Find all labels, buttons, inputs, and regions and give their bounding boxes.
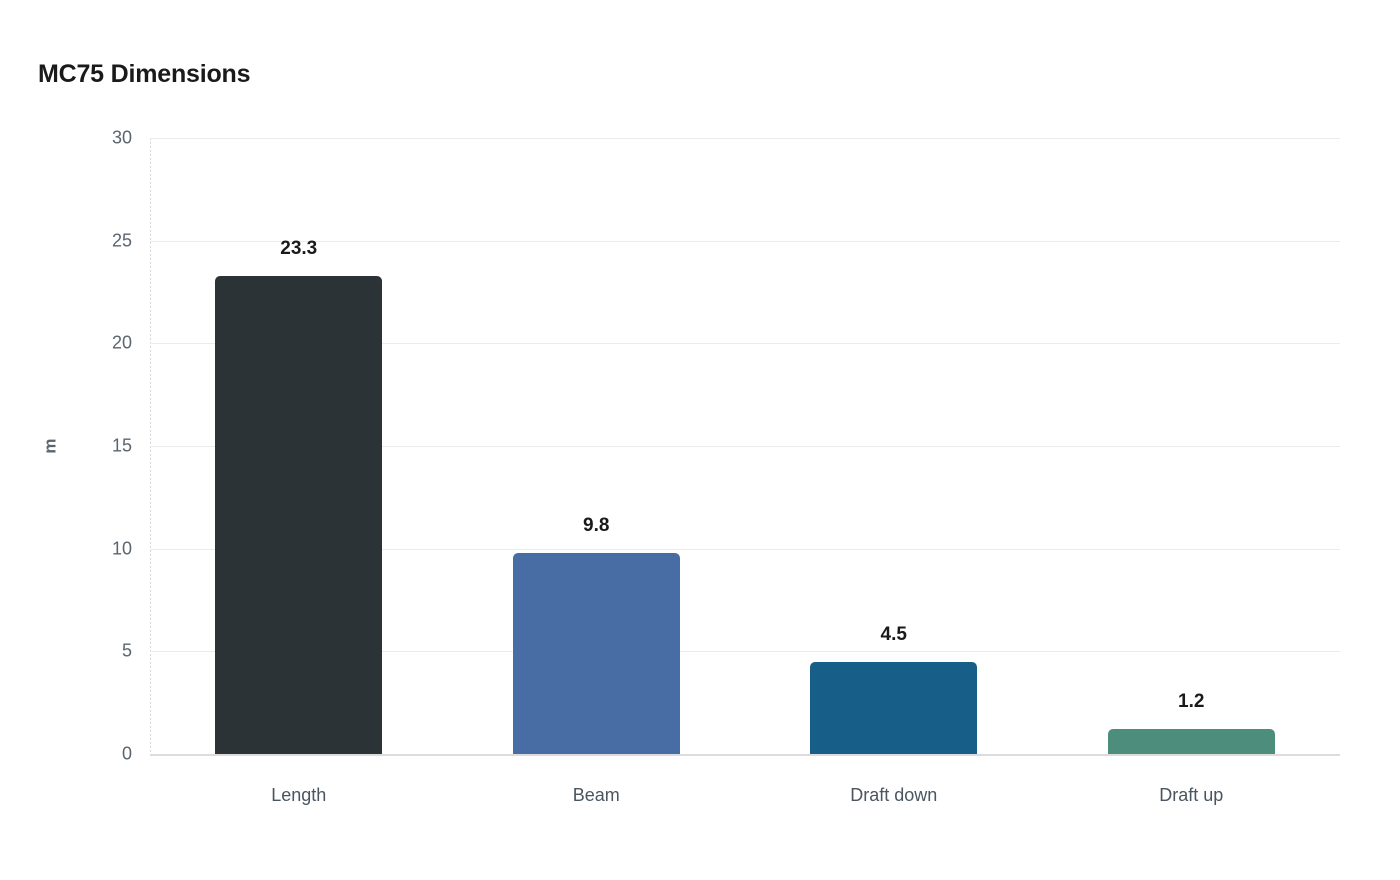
y-axis-tick-label: 0 — [121, 743, 132, 764]
chart-title: MC75 Dimensions — [38, 60, 251, 88]
y-axis-tick-label: 25 — [111, 230, 132, 251]
gridline — [150, 446, 1340, 447]
gridline — [150, 651, 1340, 653]
y-axis-tick-label: 5 — [121, 640, 132, 661]
gridline — [150, 138, 1340, 139]
bar-value-label: 23.3 — [280, 237, 318, 259]
x-axis-tick-label: Draft up — [1159, 785, 1224, 805]
axis-baseline — [150, 754, 1340, 756]
y-axis-tick-label: 15 — [111, 435, 132, 456]
x-axis-tick-label: Draft down — [850, 785, 938, 805]
x-axis-tick-label: Beam — [572, 785, 620, 805]
gridline — [150, 548, 1340, 550]
x-axis-tick-label: Length — [271, 785, 327, 805]
gridline — [150, 240, 1340, 242]
bar-value-label: 4.5 — [880, 623, 907, 645]
y-axis-tick-label: 20 — [111, 332, 132, 353]
bar-value-label: 9.8 — [583, 514, 610, 536]
bar[interactable] — [512, 552, 680, 754]
y-axis-tick-label: 30 — [111, 127, 132, 148]
gridline — [150, 343, 1340, 345]
plot-area — [150, 138, 1340, 756]
bar-value-label: 1.2 — [1178, 691, 1205, 713]
bar[interactable] — [810, 661, 978, 754]
bar[interactable] — [215, 275, 383, 754]
y-axis-tick-label: 10 — [111, 538, 132, 559]
bar[interactable] — [1107, 729, 1275, 754]
